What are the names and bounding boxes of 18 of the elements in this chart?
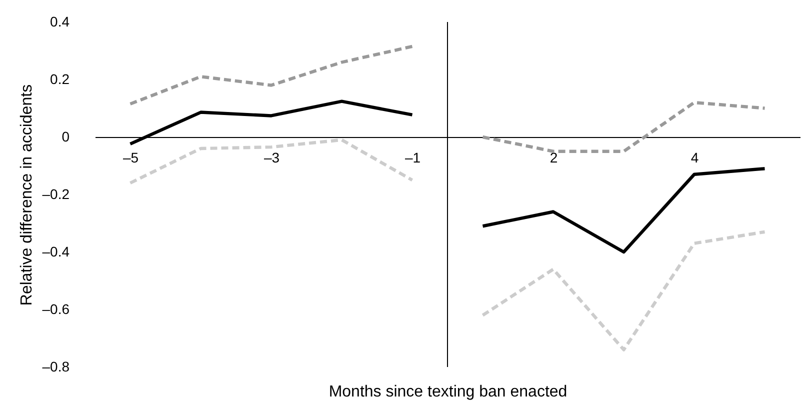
x-tick-label: –5	[122, 150, 139, 166]
y-tick-label: –0.8	[42, 358, 70, 374]
line-series	[481, 100, 766, 153]
y-tick-label: 0	[62, 128, 70, 144]
line-series	[128, 44, 414, 106]
y-tick-label: –0.4	[42, 244, 70, 260]
y-tick-label: –0.2	[42, 186, 70, 202]
y-axis-title: Relative difference in accidents	[18, 84, 36, 306]
x-tick-label: 4	[690, 150, 699, 166]
line-series	[481, 230, 766, 352]
x-tick-label: 2	[550, 150, 558, 166]
y-tick-label: 0.2	[50, 71, 70, 87]
y-tick-label: –0.6	[42, 301, 70, 317]
line-series	[481, 167, 766, 254]
y-tick-label: 0.4	[50, 14, 70, 30]
x-axis-title: Months since texting ban enacted	[328, 384, 568, 400]
x-tick-label: –1	[404, 150, 421, 166]
x-tick-label: –3	[264, 150, 280, 166]
